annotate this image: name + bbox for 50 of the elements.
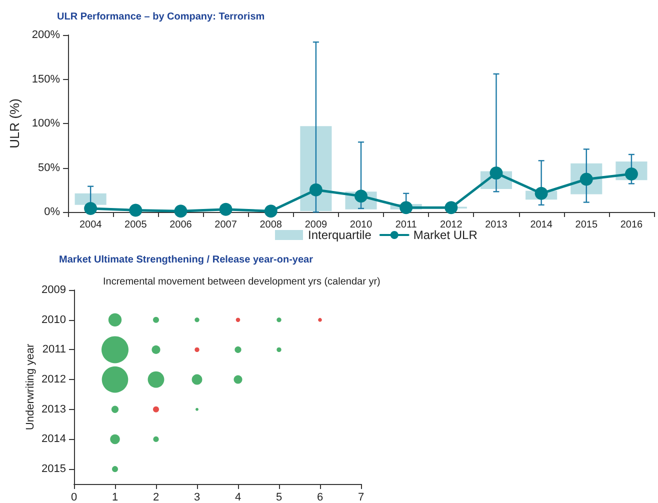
x-tick-label: 6 <box>316 492 324 503</box>
chart-title: Market Ultimate Strengthening / Release year-on-year <box>59 254 314 266</box>
x-tick-label: 0 <box>70 492 78 503</box>
x-tick-label: 5 <box>276 492 282 503</box>
x-tick-label: 2013 <box>485 220 508 230</box>
x-tick-label: 2005 <box>124 220 148 230</box>
y-tick-label: 0% <box>44 206 60 218</box>
x-tick-label: 2004 <box>79 220 102 230</box>
x-tick-label: 1 <box>112 492 118 503</box>
point <box>219 202 232 216</box>
legend-label: Interquartile <box>308 228 372 242</box>
y-tick-label: 100% <box>32 118 60 130</box>
y-tick-label: 200% <box>32 29 60 41</box>
point <box>84 202 98 215</box>
point <box>129 204 142 217</box>
x-tick-label: 2006 <box>170 220 192 230</box>
y-tick-label: 150% <box>32 73 60 86</box>
x-tick-label: 2016 <box>620 220 644 230</box>
y-tick-label: 2010 <box>42 314 66 326</box>
point <box>400 201 413 214</box>
x-tick-label: 2008 <box>260 220 282 230</box>
x-tick-label: 7 <box>358 492 364 503</box>
x-axis-title: Incremental movement between development yrs (calendar yr) <box>103 276 380 288</box>
x-tick-label: 3 <box>194 492 200 503</box>
y-tick-label: 2009 <box>42 284 66 296</box>
x-tick-label: 2 <box>152 492 160 503</box>
point <box>264 204 278 218</box>
y-tick-label: 2013 <box>42 403 66 416</box>
y-tick-label: 2015 <box>42 463 66 476</box>
y-tick-label: 50% <box>38 162 60 174</box>
x-tick-label: 2012 <box>440 220 463 230</box>
point <box>309 183 322 196</box>
y-axis-title: ULR (%) <box>7 98 22 148</box>
point <box>444 201 458 214</box>
point <box>534 186 548 200</box>
y-axis-title: Underwriting year <box>24 344 36 430</box>
point <box>174 204 188 218</box>
x-tick-label: 2014 <box>530 220 553 230</box>
chart-title: ULR Performance – by Company: Terrorism <box>57 12 265 22</box>
y-tick-label: 2011 <box>42 344 66 356</box>
x-tick-label: 2007 <box>214 220 238 230</box>
y-tick-label: 2012 <box>42 374 66 386</box>
x-tick-label: 2011 <box>395 220 418 230</box>
y-tick-label: 2014 <box>42 433 66 446</box>
x-tick-label: 2015 <box>575 220 598 230</box>
x-tick-label: 4 <box>234 492 242 503</box>
x-tick-label: 2010 <box>350 220 373 230</box>
legend-label: Market ULR <box>413 228 478 242</box>
bar <box>74 193 106 205</box>
x-tick-label: 2009 <box>304 220 328 230</box>
